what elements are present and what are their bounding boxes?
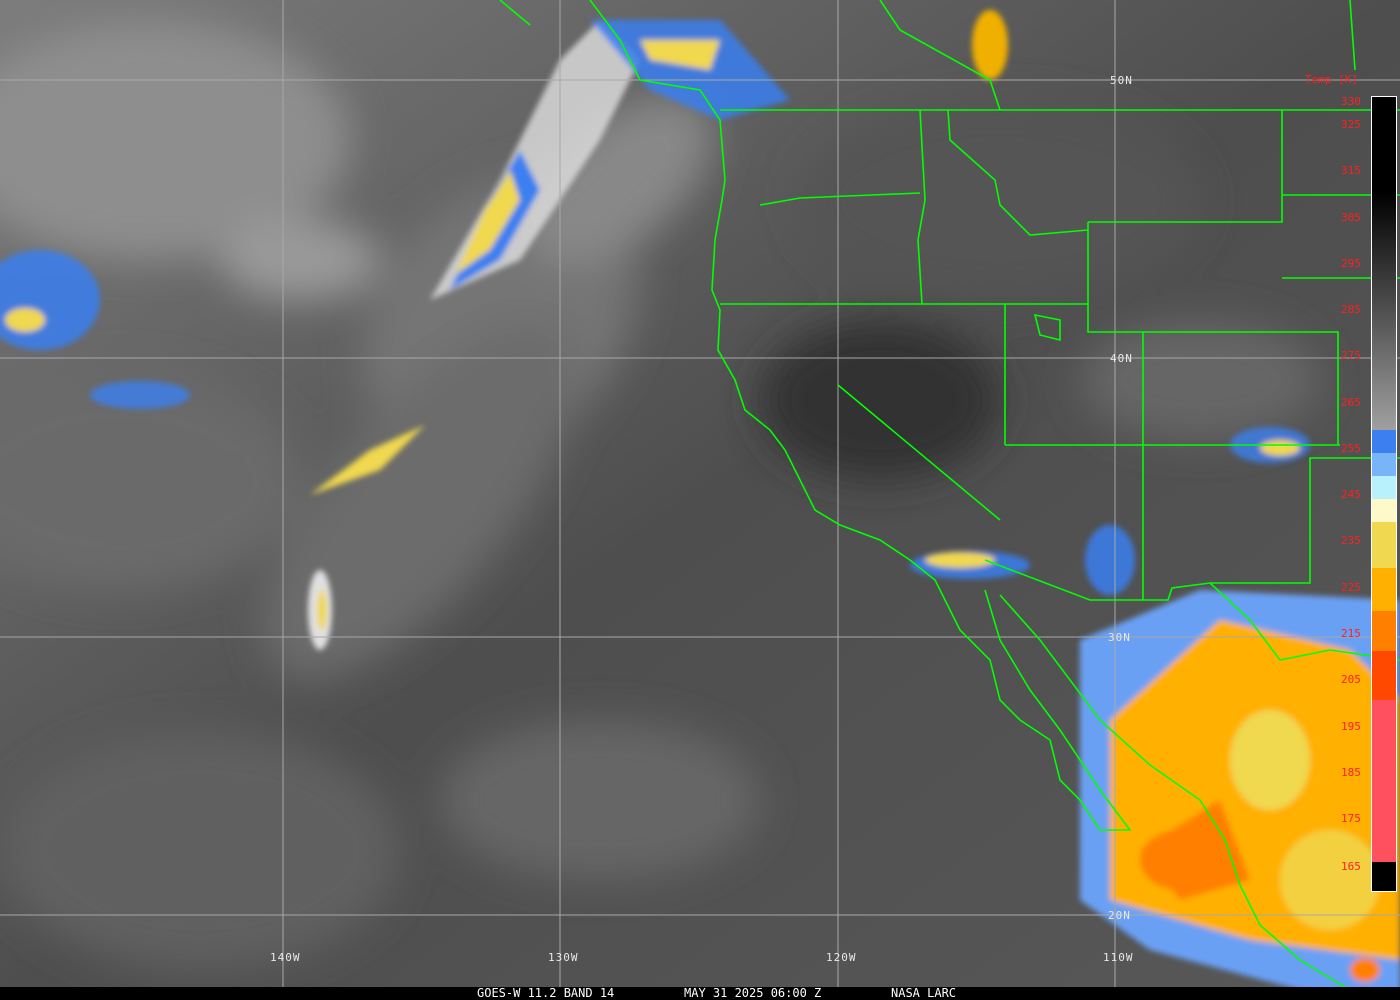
image-caption: GOES-W 11.2 BAND 14 MAY 31 2025 06:00 Z … (0, 987, 1400, 1000)
colorbar-tick-label: 225 (1341, 581, 1361, 594)
colorbar-segment (1372, 862, 1396, 891)
political-boundaries (499, 0, 1400, 991)
colorbar-title: Temp [K] (1305, 73, 1358, 86)
colorbar-tick-label: 285 (1341, 303, 1361, 316)
colorbar (1371, 96, 1397, 892)
colorbar-tick-label: 330 (1341, 95, 1361, 108)
colorbar-tick-label: 265 (1341, 396, 1361, 409)
colorbar-segment (1372, 453, 1396, 476)
lon-label-140w: 140W (270, 951, 301, 964)
colorbar-segment (1372, 430, 1396, 453)
colorbar-segment (1372, 700, 1396, 862)
colorbar-segment (1372, 476, 1396, 499)
colorbar-segment (1372, 522, 1396, 568)
colorbar-tick-label: 245 (1341, 488, 1361, 501)
caption-source: NASA LARC (891, 986, 957, 1000)
colorbar-tick-label: 275 (1341, 349, 1361, 362)
colorbar-segment (1372, 97, 1396, 192)
cloud-cold-tops (0, 10, 1400, 1000)
colorbar-segment (1372, 568, 1396, 611)
colorbar-tick-label: 325 (1341, 118, 1361, 131)
colorbar-tick-label: 195 (1341, 720, 1361, 733)
colorbar-segment (1372, 192, 1396, 430)
colorbar-segment (1372, 611, 1396, 651)
lat-label-20n: 20N (1108, 909, 1131, 922)
colorbar-tick-label: 165 (1341, 860, 1361, 873)
lon-label-120w: 120W (826, 951, 857, 964)
lon-label-110w: 110W (1103, 951, 1134, 964)
colorbar-tick-label: 185 (1341, 766, 1361, 779)
colorbar-tick-label: 295 (1341, 257, 1361, 270)
colorbar-tick-label: 315 (1341, 164, 1361, 177)
caption-product: GOES-W 11.2 BAND 14 (477, 986, 615, 1000)
lat-label-30n: 30N (1108, 631, 1131, 644)
cloud-gray-areas (0, 20, 1320, 970)
lat-label-40n: 40N (1110, 352, 1133, 365)
colorbar-tick-label: 305 (1341, 211, 1361, 224)
colorbar-tick-label: 175 (1341, 812, 1361, 825)
lon-label-130w: 130W (548, 951, 579, 964)
colorbar-tick-label: 215 (1341, 627, 1361, 640)
colorbar-segment (1372, 651, 1396, 700)
coastline (499, 0, 1351, 991)
colorbar-tick-label: 205 (1341, 673, 1361, 686)
colorbar-tick-label: 255 (1341, 442, 1361, 455)
colorbar-segment (1372, 499, 1396, 522)
lat-label-50n: 50N (1110, 74, 1133, 87)
caption-datetime: MAY 31 2025 06:00 Z (684, 986, 822, 1000)
colorbar-tick-label: 235 (1341, 534, 1361, 547)
